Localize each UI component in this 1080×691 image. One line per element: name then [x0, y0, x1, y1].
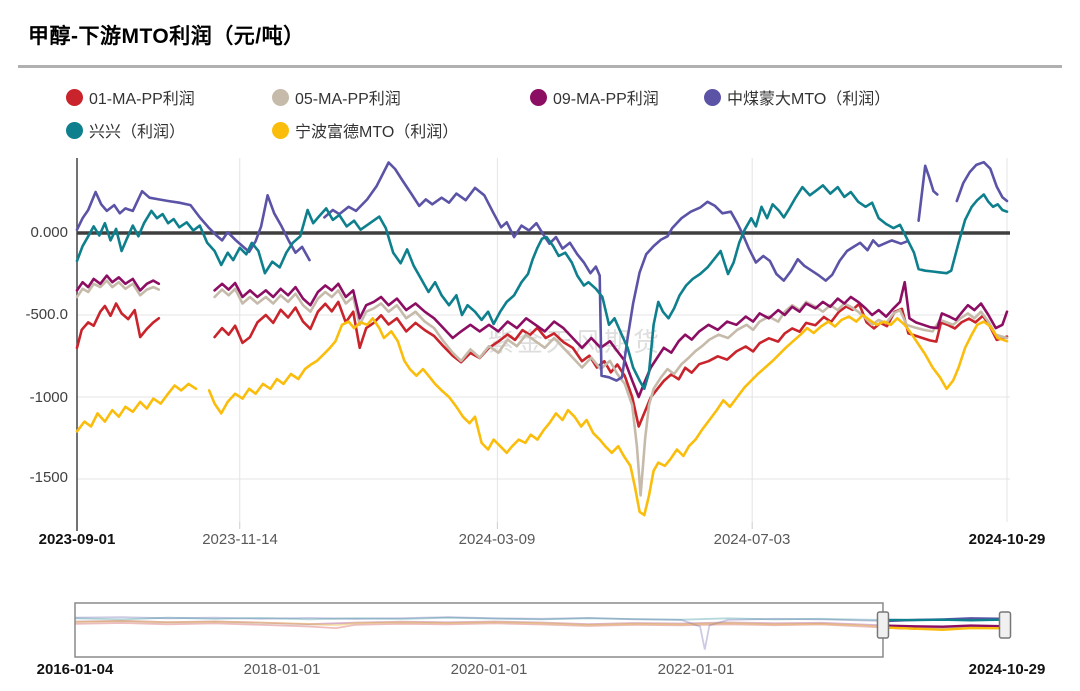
legend-label: 01-MA-PP利润: [89, 91, 195, 108]
navigator-series-faded-09-MA-PP利润: [75, 619, 883, 627]
legend-marker-icon: [704, 88, 721, 106]
navigator-handle-right[interactable]: [998, 611, 1012, 639]
series-line-05-MA-PP利润: [75, 279, 1009, 497]
y-tick-label: -1500: [29, 469, 68, 486]
legend-item-09-ma-pp[interactable]: 09-MA-PP利润: [530, 87, 659, 108]
legend-marker-icon: [66, 121, 83, 139]
legend-label: 兴兴（利润）: [89, 124, 186, 141]
y-tick-label: -500.0: [25, 306, 68, 323]
navigator-series-faded-兴兴（利润）: [75, 616, 883, 621]
series-line-09-MA-PP利润: [75, 274, 1009, 399]
legend-marker-icon: [272, 121, 289, 139]
legend-item-01-ma-pp[interactable]: 01-MA-PP利润: [66, 87, 195, 108]
series-line-中煤蒙大MTO（利润）: [75, 160, 1009, 382]
page-title: 甲醇-下游MTO利润（元/吨）: [28, 25, 305, 48]
legend-marker-icon: [530, 88, 547, 106]
navigator-series-09-MA-PP利润: [882, 624, 1009, 628]
navigator-series-兴兴（利润）: [882, 618, 1009, 622]
nav-tick-label: 2022-01-01: [657, 661, 735, 678]
x-tick-label: 2024-10-29: [968, 531, 1046, 548]
legend-label: 05-MA-PP利润: [295, 91, 401, 108]
navigator-series-faded-01-MA-PP利润: [75, 622, 883, 630]
legend-label: 宁波富德MTO（利润）: [295, 124, 459, 141]
legend-item-ningbo-fude[interactable]: 宁波富德MTO（利润）: [272, 120, 459, 141]
y-tick-label: -1000: [29, 389, 68, 406]
legend-marker-icon: [66, 88, 83, 106]
nav-tick-label: 2018-01-01: [243, 661, 321, 678]
series-line-01-MA-PP利润: [75, 300, 1009, 428]
x-tick-label: 2023-09-01: [38, 531, 116, 548]
legend-label: 中煤蒙大MTO（利润）: [727, 91, 891, 108]
title-divider: [18, 65, 1062, 68]
nav-tick-label: 2016-01-04: [36, 661, 114, 678]
navigator-series-faded-05-MA-PP利润: [75, 620, 883, 628]
legend-label: 09-MA-PP利润: [553, 91, 659, 108]
x-tick-label: 2023-11-14: [202, 531, 278, 548]
series-line-兴兴（利润）: [75, 184, 1009, 391]
nav-tick-label: 2020-01-01: [450, 661, 528, 678]
navigator-box[interactable]: [74, 602, 884, 658]
navigator-handle-left[interactable]: [876, 611, 890, 639]
legend-item-05-ma-pp[interactable]: 05-MA-PP利润: [272, 87, 401, 108]
nav-tick-label: 2024-10-29: [968, 661, 1046, 678]
navigator-series-faded-宁波富德MTO（利润）: [75, 620, 883, 629]
legend-marker-icon: [272, 88, 289, 106]
y-tick-label: 0.000: [30, 224, 68, 241]
legend-item-xingxing[interactable]: 兴兴（利润）: [66, 120, 186, 141]
x-tick-label: 2024-03-09: [458, 531, 536, 548]
navigator-series-宁波富德MTO（利润）: [882, 626, 1009, 632]
watermark: 紫金天风期货: [487, 327, 662, 357]
series-line-宁波富德MTO（利润）: [75, 313, 1009, 517]
x-tick-label: 2024-07-03: [713, 531, 791, 548]
legend-item-zhongmei-mto[interactable]: 中煤蒙大MTO（利润）: [704, 87, 891, 108]
